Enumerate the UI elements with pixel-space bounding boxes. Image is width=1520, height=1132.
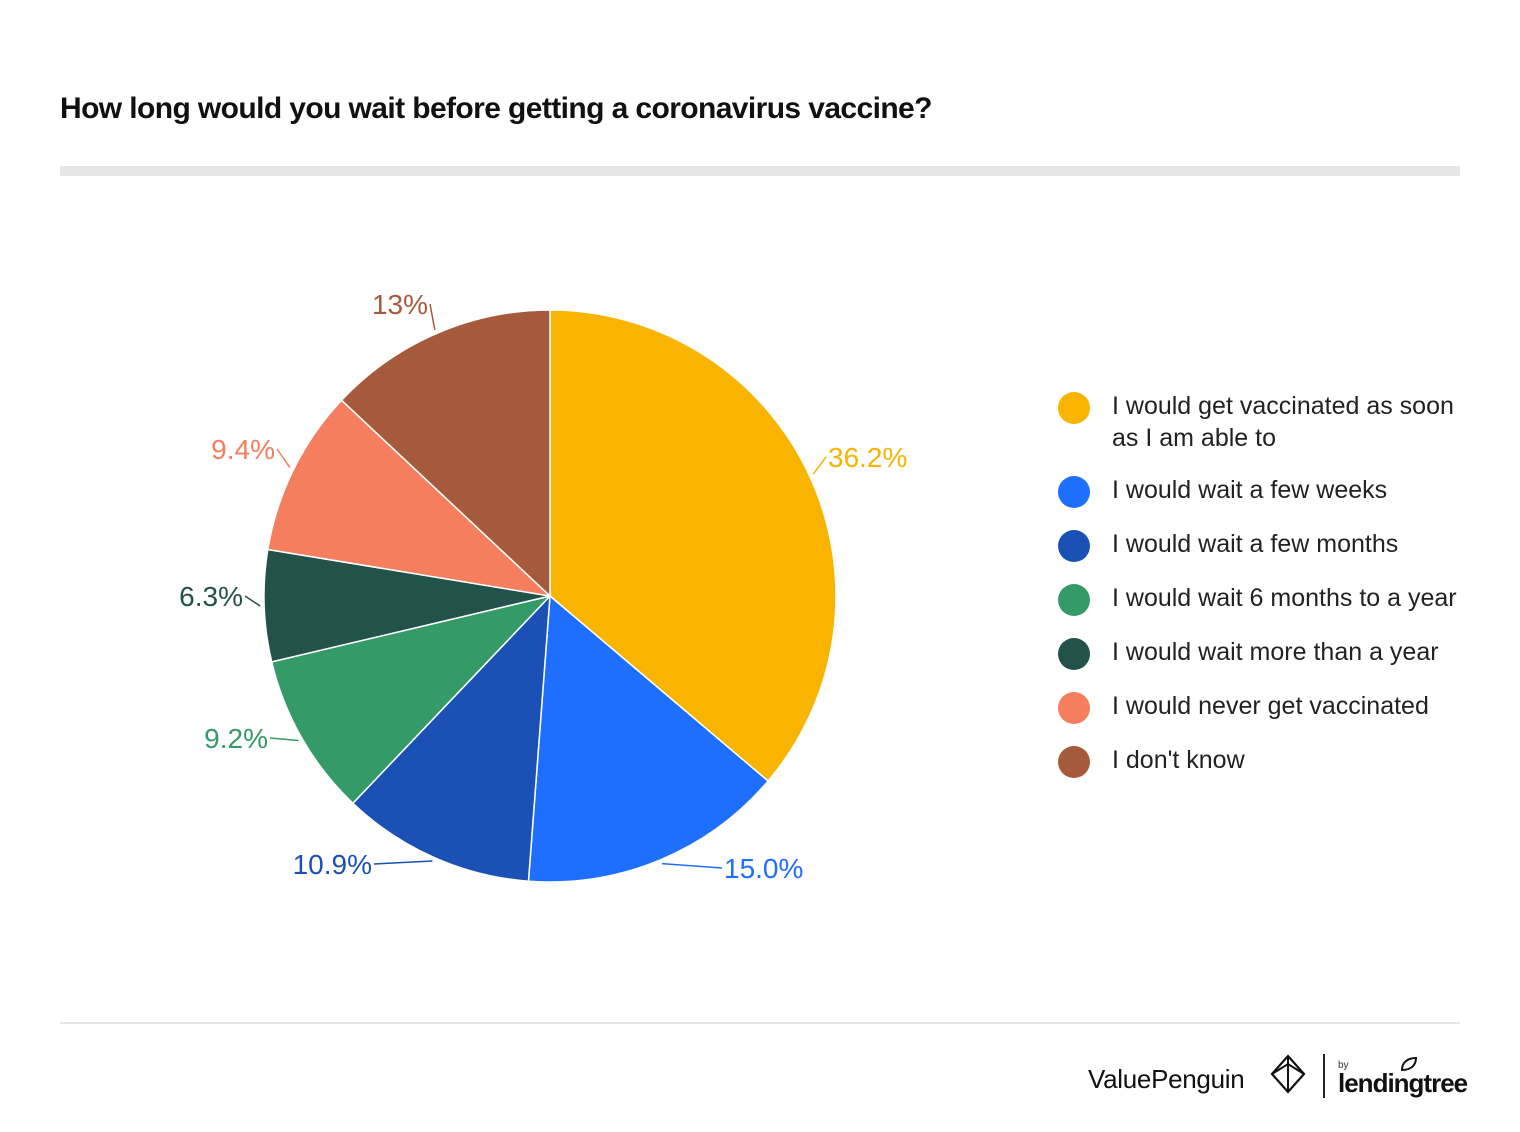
- legend-label: I would wait a few weeks: [1112, 476, 1388, 504]
- legend-swatch: [1058, 392, 1090, 424]
- legend-label: I would wait 6 months to a year: [1112, 584, 1457, 612]
- leaf-icon: [1400, 1056, 1418, 1072]
- legend-label: I would never get vaccinated: [1112, 692, 1429, 720]
- pie-slice-more-than-year: [263, 548, 551, 663]
- lendingtree-logo-text: lendingtree: [1338, 1068, 1468, 1098]
- valuepenguin-logo-text: ValuePenguin: [1088, 1064, 1245, 1094]
- legend-item-few-months: I would wait a few months: [1058, 528, 1478, 562]
- legend-item-few-weeks: I would wait a few weeks: [1058, 474, 1478, 508]
- legend-item-six-months-to-year: I would wait 6 months to a year: [1058, 582, 1478, 616]
- legend-item-as-soon-as-able: I would get vaccinated as soon as I am a…: [1058, 390, 1478, 454]
- legend-swatch: [1058, 692, 1090, 724]
- legend-swatch: [1058, 530, 1090, 562]
- pie-slice-never: [266, 399, 553, 598]
- leader-line-never: [276, 448, 291, 469]
- legend-swatch: [1058, 476, 1090, 508]
- legend-swatch: [1058, 584, 1090, 616]
- legend-item-more-than-year: I would wait more than a year: [1058, 636, 1478, 670]
- legend-label: I don't know: [1112, 746, 1245, 774]
- chart-legend: I would get vaccinated as soon as I am a…: [1058, 390, 1478, 798]
- data-label-few-weeks: 15.0%: [724, 853, 803, 884]
- legend-label: I would get vaccinated as soon as I am a…: [1112, 392, 1454, 452]
- legend-swatch: [1058, 638, 1090, 670]
- brand-footer: ValuePenguin by lendingtree: [1088, 1050, 1468, 1102]
- leader-line-few-weeks: [661, 862, 723, 869]
- pie-slice-few-weeks: [527, 594, 770, 883]
- data-label-never: 9.4%: [211, 434, 275, 465]
- pie-slice-dont-know: [340, 309, 551, 598]
- leader-line-few-months: [373, 860, 433, 865]
- footer-divider: [60, 1022, 1460, 1024]
- data-label-six-months-to-year: 9.2%: [204, 723, 268, 754]
- pie-slice-as-soon-as-able: [549, 309, 837, 783]
- legend-label: I would wait a few months: [1112, 530, 1399, 558]
- leader-line-as-soon-as-able: [812, 456, 827, 475]
- by-text: by: [1338, 1060, 1349, 1071]
- legend-swatch: [1058, 746, 1090, 778]
- legend-item-never: I would never get vaccinated: [1058, 690, 1478, 724]
- legend-label: I would wait more than a year: [1112, 638, 1439, 666]
- data-label-as-soon-as-able: 36.2%: [828, 442, 907, 473]
- data-label-dont-know: 13%: [372, 289, 428, 320]
- leader-line-dont-know: [429, 303, 436, 330]
- pie-slice-six-months-to-year: [270, 594, 553, 805]
- leader-line-more-than-year: [244, 595, 261, 607]
- header-divider: [60, 166, 1460, 176]
- legend-item-dont-know: I don't know: [1058, 744, 1478, 778]
- pie-slice-few-months: [351, 593, 551, 882]
- data-label-more-than-year: 6.3%: [179, 581, 243, 612]
- data-label-few-months: 10.9%: [293, 849, 372, 880]
- valuepenguin-logo-icon: [1270, 1054, 1306, 1094]
- chart-title: How long would you wait before getting a…: [60, 92, 932, 125]
- brand-divider: [1323, 1054, 1325, 1098]
- leader-line-six-months-to-year: [269, 737, 299, 742]
